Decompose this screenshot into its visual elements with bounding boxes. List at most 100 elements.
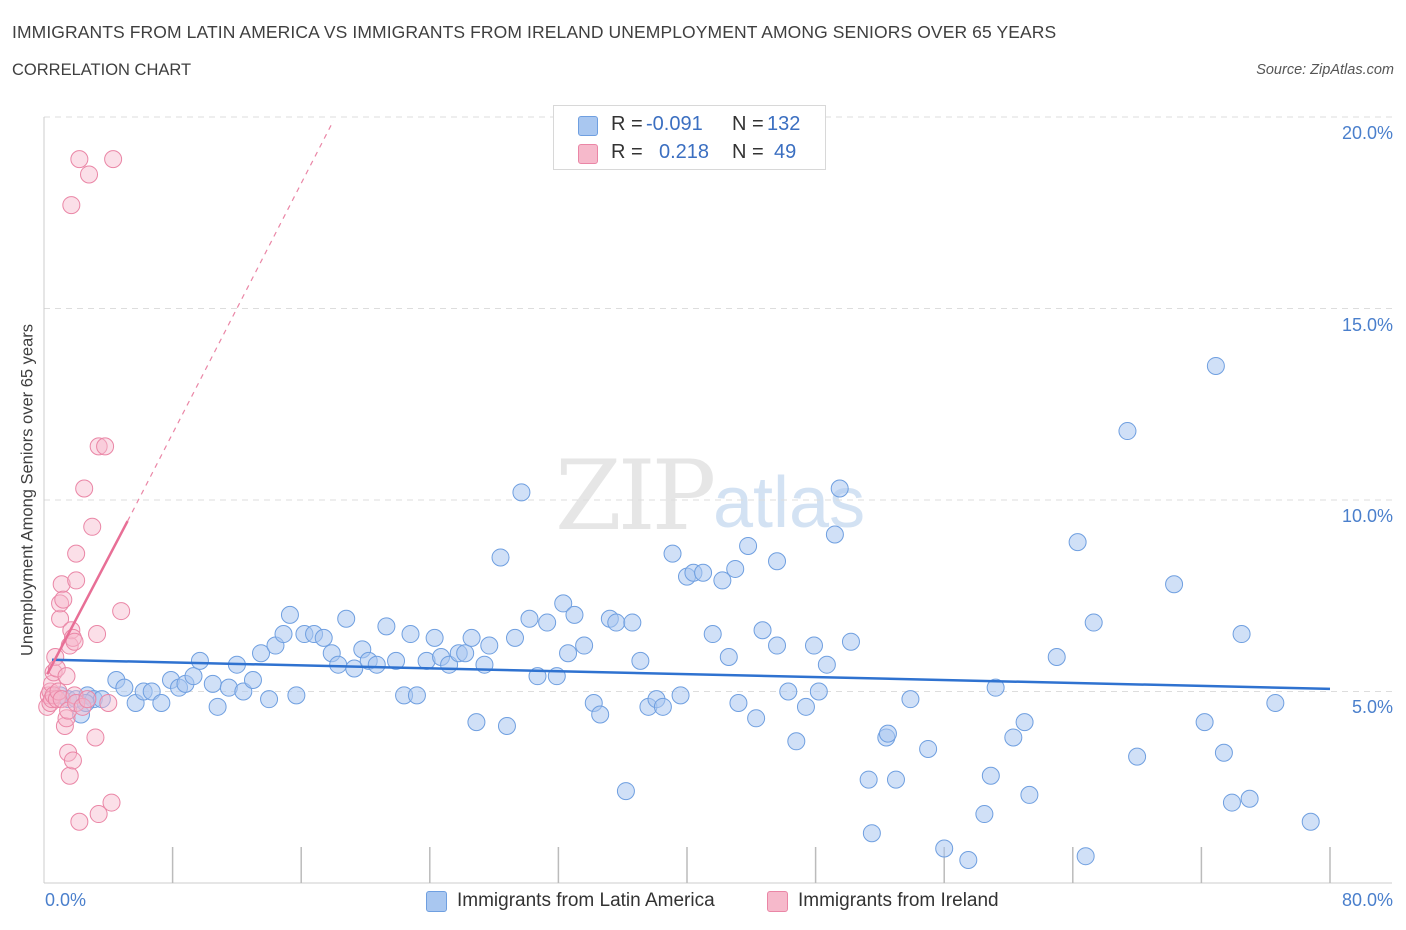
y-tick-label-20: 20.0% — [1341, 123, 1393, 143]
data-point-latin-america — [981, 766, 1000, 785]
data-point-latin-america — [190, 651, 209, 670]
data-point-latin-america — [975, 805, 994, 824]
data-point-ireland — [51, 609, 70, 628]
data-point-latin-america — [274, 625, 293, 644]
legend-n-label: N = — [732, 113, 764, 135]
data-point-ireland — [63, 751, 82, 770]
data-point-latin-america — [1195, 713, 1214, 732]
data-point-ireland — [57, 667, 76, 686]
series-swatch-pink — [767, 891, 788, 912]
data-point-latin-america — [505, 628, 524, 647]
data-point-latin-america — [768, 636, 787, 655]
data-point-latin-america — [862, 824, 881, 843]
data-point-latin-america — [208, 697, 227, 716]
data-point-latin-america — [480, 636, 499, 655]
data-point-ireland — [96, 437, 115, 456]
legend-r-label: R = — [611, 113, 643, 135]
data-point-latin-america — [387, 651, 406, 670]
data-point-latin-america — [901, 690, 920, 709]
data-point-latin-america — [739, 536, 758, 555]
data-point-latin-america — [779, 682, 798, 701]
series-swatch-blue — [426, 891, 447, 912]
data-point-latin-america — [512, 483, 531, 502]
data-point-latin-america — [243, 671, 262, 690]
data-point-latin-america — [1232, 625, 1251, 644]
source-credit: Source: ZipAtlas.com — [1256, 62, 1394, 78]
data-point-latin-america — [817, 655, 836, 674]
data-point-ireland — [78, 690, 97, 709]
data-point-latin-america — [804, 636, 823, 655]
legend-swatch-blue — [578, 116, 598, 136]
data-point-latin-america — [1301, 812, 1320, 831]
data-point-latin-america — [859, 770, 878, 789]
data-point-latin-america — [554, 594, 573, 613]
legend-r-value: -0.091 — [646, 113, 703, 135]
data-point-ireland — [112, 602, 131, 621]
data-point-latin-america — [142, 682, 161, 701]
data-point-latin-america — [115, 678, 134, 697]
data-point-ireland — [55, 716, 74, 735]
trend-line-ireland-extrapolated — [127, 120, 334, 522]
data-point-latin-america — [1015, 713, 1034, 732]
y-tick-label-10: 10.0% — [1341, 506, 1393, 526]
data-point-latin-america — [653, 697, 672, 716]
data-point-ireland — [89, 437, 108, 456]
data-point-ireland — [60, 766, 79, 785]
data-point-latin-america — [520, 609, 539, 628]
data-point-latin-america — [260, 690, 279, 709]
legend-r-label: R = — [611, 141, 643, 163]
data-point-latin-america — [768, 552, 787, 571]
data-point-latin-america — [345, 659, 364, 678]
data-point-ireland — [88, 625, 107, 644]
data-point-ireland — [52, 575, 71, 594]
legend-swatch-pink — [578, 144, 598, 164]
data-point-latin-america — [1240, 789, 1259, 808]
data-point-latin-america — [1214, 743, 1233, 762]
data-point-ireland — [70, 812, 89, 831]
data-point-ireland — [65, 632, 84, 651]
data-point-ireland — [102, 793, 121, 812]
data-point-latin-america — [591, 705, 610, 724]
data-point-latin-america — [456, 644, 475, 663]
data-point-latin-america — [747, 709, 766, 728]
legend-n-label: N = — [732, 141, 764, 163]
data-point-latin-america — [959, 851, 978, 870]
data-point-latin-america — [1266, 693, 1285, 712]
data-point-latin-america — [559, 644, 578, 663]
data-point-latin-america — [886, 770, 905, 789]
x-tick-label-max: 80.0% — [1341, 890, 1393, 910]
data-point-ireland — [99, 693, 118, 712]
data-point-latin-america — [694, 563, 713, 582]
data-point-latin-america — [538, 613, 557, 632]
data-point-latin-america — [1084, 613, 1103, 632]
y-tick-label-5: 5.0% — [1351, 697, 1393, 717]
data-point-latin-america — [753, 621, 772, 640]
data-point-ireland — [80, 165, 99, 184]
data-point-latin-america — [565, 605, 584, 624]
data-point-latin-america — [726, 559, 745, 578]
data-point-latin-america — [616, 782, 635, 801]
data-point-latin-america — [631, 651, 650, 670]
series-legend-label: Immigrants from Ireland — [798, 890, 999, 911]
data-point-ireland — [104, 150, 123, 169]
data-point-ireland — [86, 728, 105, 747]
data-point-ireland — [70, 150, 89, 169]
data-point-latin-america — [986, 678, 1005, 697]
chart-title: IMMIGRANTS FROM LATIN AMERICA VS IMMIGRA… — [12, 22, 1057, 42]
data-point-latin-america — [1165, 575, 1184, 594]
data-point-latin-america — [607, 613, 626, 632]
data-point-latin-america — [729, 693, 748, 712]
data-point-latin-america — [919, 739, 938, 758]
data-point-latin-america — [1004, 728, 1023, 747]
data-point-latin-america — [184, 667, 203, 686]
legend-n-value: 49 — [774, 141, 797, 163]
chart-subtitle: CORRELATION CHART — [12, 61, 192, 79]
series-legend-label: Immigrants from Latin America — [457, 890, 715, 911]
data-point-latin-america — [314, 628, 333, 647]
data-point-latin-america — [252, 644, 271, 663]
data-point-latin-america — [152, 693, 171, 712]
data-point-latin-america — [825, 525, 844, 544]
trend-line-ireland — [46, 520, 129, 675]
legend-n-value: 132 — [767, 113, 801, 135]
